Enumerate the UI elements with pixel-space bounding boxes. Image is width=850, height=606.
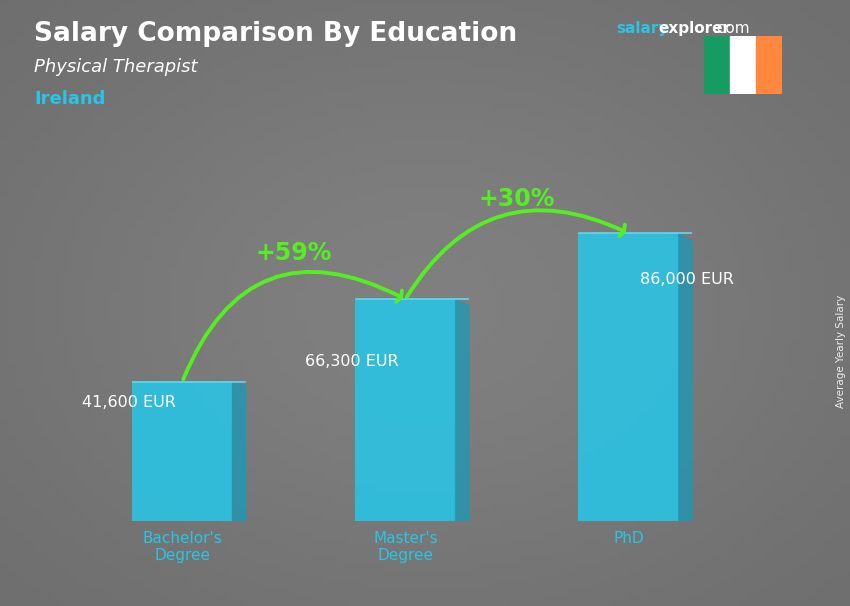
Text: 86,000 EUR: 86,000 EUR <box>639 272 734 287</box>
FancyArrowPatch shape <box>407 210 625 297</box>
Bar <box>578 233 678 521</box>
Text: +30%: +30% <box>479 187 555 211</box>
Text: 41,600 EUR: 41,600 EUR <box>82 395 175 410</box>
Bar <box>730 36 756 94</box>
Text: salary: salary <box>616 21 669 36</box>
Text: .com: .com <box>712 21 750 36</box>
Text: 66,300 EUR: 66,300 EUR <box>305 354 399 369</box>
Bar <box>756 36 782 94</box>
Bar <box>132 382 232 521</box>
Bar <box>704 36 730 94</box>
Polygon shape <box>232 382 246 521</box>
Text: Physical Therapist: Physical Therapist <box>34 58 197 76</box>
Text: explorer: explorer <box>659 21 731 36</box>
Polygon shape <box>456 299 469 521</box>
Polygon shape <box>678 233 692 521</box>
Text: Salary Comparison By Education: Salary Comparison By Education <box>34 21 517 47</box>
Text: +59%: +59% <box>256 241 332 265</box>
Text: Average Yearly Salary: Average Yearly Salary <box>836 295 846 408</box>
Text: Ireland: Ireland <box>34 90 105 108</box>
FancyArrowPatch shape <box>184 272 402 379</box>
Bar <box>355 299 456 521</box>
